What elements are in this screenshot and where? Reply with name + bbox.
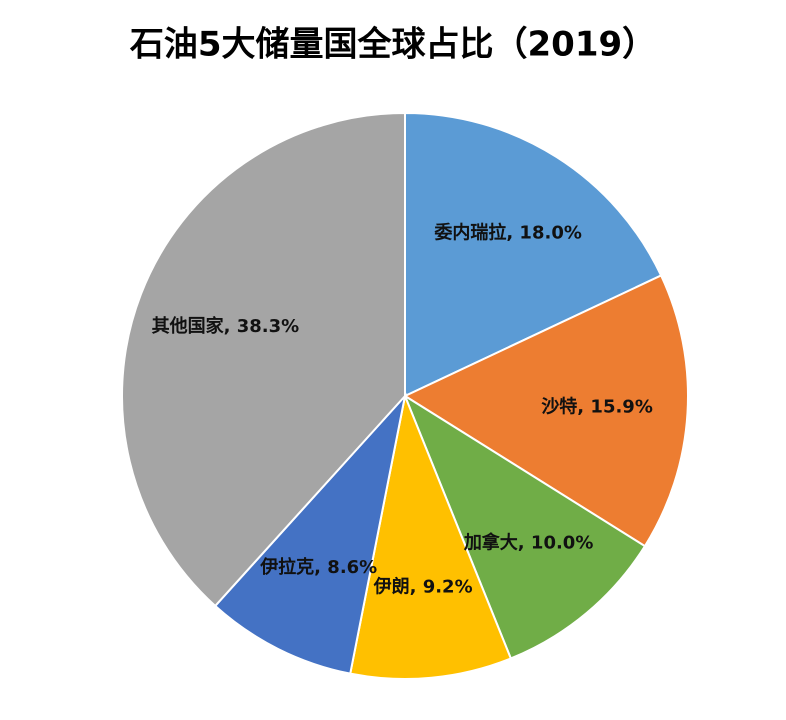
data-label: 伊拉克, 8.6% [259, 556, 377, 578]
pie-slice [402, 393, 647, 660]
pie-slice [213, 392, 407, 675]
data-label: 委内瑞拉, 18.0% [433, 222, 582, 244]
chart-title: 石油5大储量国全球占比（2019） [129, 25, 656, 65]
pie-slice [402, 274, 689, 548]
pie [121, 111, 689, 680]
pie-slice [404, 111, 663, 398]
data-label: 沙特, 15.9% [541, 395, 653, 417]
data-label: 加拿大, 10.0% [463, 532, 594, 554]
pie-slice [121, 111, 406, 608]
data-label: 其他国家, 38.3% [152, 315, 300, 337]
labels: 委内瑞拉, 18.0% 沙特, 15.9% 加拿大, 10.0% 伊朗, 9.2%伊拉… [152, 222, 653, 598]
data-label: 伊朗, 9.2% [373, 576, 473, 598]
pie-slice [349, 392, 513, 680]
